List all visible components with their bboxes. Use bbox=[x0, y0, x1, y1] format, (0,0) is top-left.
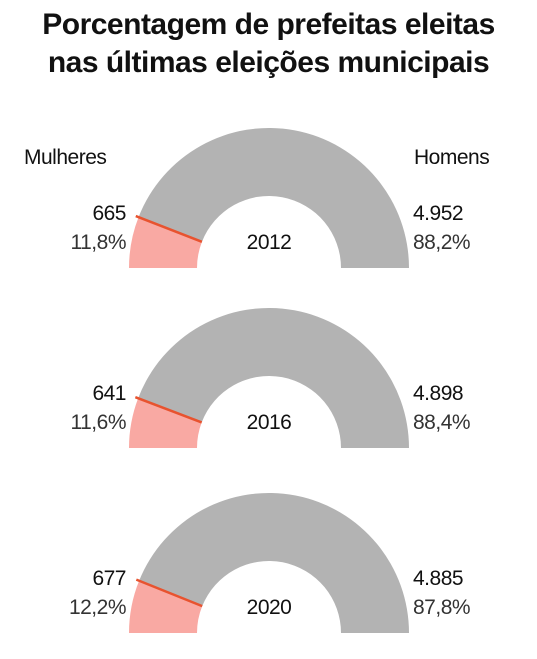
year-label-2012: 2012 bbox=[246, 231, 292, 254]
legend-women-label: Mulheres bbox=[24, 146, 107, 169]
year-label-2020: 2020 bbox=[246, 596, 292, 619]
women-count-2020: 677 bbox=[92, 567, 126, 590]
gauge-2012-women-segment bbox=[129, 217, 202, 268]
men-percent-2012: 88,2% bbox=[413, 231, 471, 254]
gauge-2012-men-segment bbox=[138, 127, 409, 269]
women-percent-2012: 11,8% bbox=[70, 231, 127, 254]
men-percent-2020: 87,8% bbox=[413, 596, 471, 619]
gauge-2016-men-segment bbox=[138, 307, 409, 448]
women-percent-2016: 11,6% bbox=[70, 411, 127, 434]
chart-title-line-1: Porcentagem de prefeitas eleitas bbox=[42, 8, 495, 41]
chart-title: Porcentagem de prefeitas eleitas nas últ… bbox=[0, 6, 537, 82]
gauge-2020 bbox=[129, 492, 409, 633]
year-label-2016: 2016 bbox=[246, 411, 292, 434]
gauge-2020-women-segment bbox=[129, 580, 203, 633]
gauge-2016 bbox=[129, 307, 409, 448]
gauge-2016-divider bbox=[134, 395, 203, 424]
gauge-2012-divider bbox=[135, 214, 203, 243]
women-count-2012: 665 bbox=[92, 202, 126, 225]
legend-men-label: Homens bbox=[414, 146, 490, 169]
gauge-2020-men-segment bbox=[139, 492, 409, 633]
men-count-2016: 4.898 bbox=[413, 382, 464, 405]
gauge-2020-divider bbox=[135, 578, 203, 608]
chart-title-line-2: nas últimas eleições municipais bbox=[47, 46, 490, 79]
men-count-2012: 4.952 bbox=[413, 202, 464, 225]
men-count-2020: 4.885 bbox=[413, 567, 464, 590]
gauge-2016-women-segment bbox=[129, 398, 202, 448]
gauge-2012 bbox=[129, 127, 409, 269]
women-percent-2020: 12,2% bbox=[68, 596, 127, 619]
men-percent-2016: 88,4% bbox=[413, 411, 471, 434]
women-count-2016: 641 bbox=[92, 382, 126, 405]
